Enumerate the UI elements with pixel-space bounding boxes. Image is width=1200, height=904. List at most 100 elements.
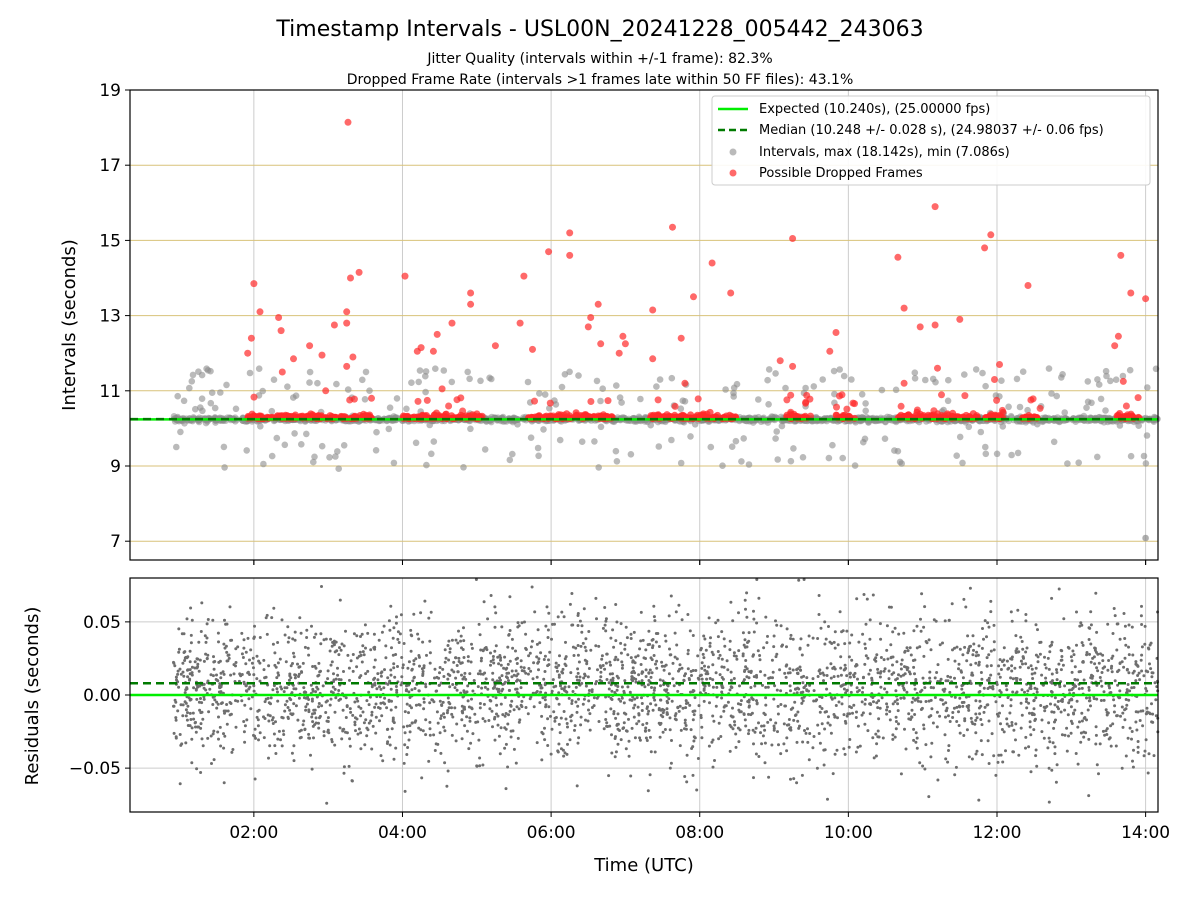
residual-point [709, 636, 712, 639]
residual-point [478, 623, 481, 626]
residual-point [777, 713, 780, 716]
residual-point [616, 675, 619, 678]
residual-point [406, 725, 409, 728]
residual-point [1082, 644, 1085, 647]
dropped-frame-point [789, 363, 796, 370]
residual-point [217, 632, 220, 635]
residual-point [413, 676, 416, 679]
interval-point [1075, 459, 1082, 466]
residual-point [637, 720, 640, 723]
residual-point [1137, 746, 1140, 749]
residual-point [468, 716, 471, 719]
residual-point [1029, 720, 1032, 723]
residual-point [619, 642, 622, 645]
residual-point [692, 669, 695, 672]
interval-point [879, 387, 886, 394]
residual-point [444, 648, 447, 651]
residual-point [690, 728, 693, 731]
dropped-frame-point [275, 314, 282, 321]
residual-point [174, 699, 177, 702]
residual-point [968, 755, 971, 758]
residual-point [1131, 730, 1134, 733]
residual-point [856, 686, 859, 689]
residual-point [1073, 709, 1076, 712]
residual-point [533, 705, 536, 708]
residual-point [763, 729, 766, 732]
residual-point [773, 684, 776, 687]
interval-point [841, 373, 848, 380]
dropped-frame-point [905, 411, 912, 418]
residual-point [548, 651, 551, 654]
residual-point [623, 712, 626, 715]
residual-point [833, 675, 836, 678]
residual-point [501, 674, 504, 677]
residual-point [1073, 653, 1076, 656]
residual-point [928, 700, 931, 703]
residual-point [817, 675, 820, 678]
residual-point [471, 690, 474, 693]
residual-point [477, 739, 480, 742]
residual-point [831, 667, 834, 670]
interval-point [731, 385, 738, 392]
residual-point [989, 610, 992, 613]
residual-point [323, 730, 326, 733]
interval-point [595, 464, 602, 471]
residual-point [206, 622, 209, 625]
residual-point [885, 649, 888, 652]
residual-point [977, 664, 980, 667]
residual-point [298, 730, 301, 733]
residual-point [968, 645, 971, 648]
residual-point [201, 718, 204, 721]
residual-point [917, 700, 920, 703]
residual-point [764, 742, 767, 745]
residual-point [660, 722, 663, 725]
interval-point [979, 370, 986, 377]
residual-point [999, 722, 1002, 725]
residual-point [575, 675, 578, 678]
residual-point [543, 727, 546, 730]
dropped-frame-point [934, 365, 941, 372]
residual-point [372, 678, 375, 681]
interval-point [208, 400, 215, 407]
interval-point [460, 464, 467, 471]
residual-point [354, 723, 357, 726]
interval-point [755, 396, 762, 403]
residual-point [461, 678, 464, 681]
residual-point [401, 666, 404, 669]
residual-point [869, 669, 872, 672]
residual-point [602, 664, 605, 667]
dropped-frame-point [454, 396, 461, 403]
residual-point [801, 654, 804, 657]
interval-point [557, 437, 564, 444]
residual-point [1118, 696, 1121, 699]
interval-point [790, 445, 797, 452]
residual-point [1144, 625, 1147, 628]
residual-point [405, 689, 408, 692]
residual-point [543, 658, 546, 661]
residual-point [912, 728, 915, 731]
residual-point [1140, 614, 1143, 617]
residual-point [617, 728, 620, 731]
residual-point [845, 674, 848, 677]
residual-point [429, 734, 432, 737]
residual-point [895, 727, 898, 730]
dropped-frame-point [349, 354, 356, 361]
residual-point [737, 740, 740, 743]
residual-point [743, 713, 746, 716]
residual-point [243, 704, 246, 707]
residual-point [448, 702, 451, 705]
residual-point [463, 656, 466, 659]
residual-point [1051, 673, 1054, 676]
interval-point [722, 386, 729, 393]
residual-point [906, 646, 909, 649]
residual-point [1123, 708, 1126, 711]
residual-point [957, 710, 960, 713]
residual-point [905, 681, 908, 684]
interval-point [729, 443, 736, 450]
residual-point [614, 656, 617, 659]
residual-point [910, 654, 913, 657]
residual-point [329, 638, 332, 641]
residual-point [820, 627, 823, 630]
residual-point [333, 744, 336, 747]
residual-point [659, 684, 662, 687]
